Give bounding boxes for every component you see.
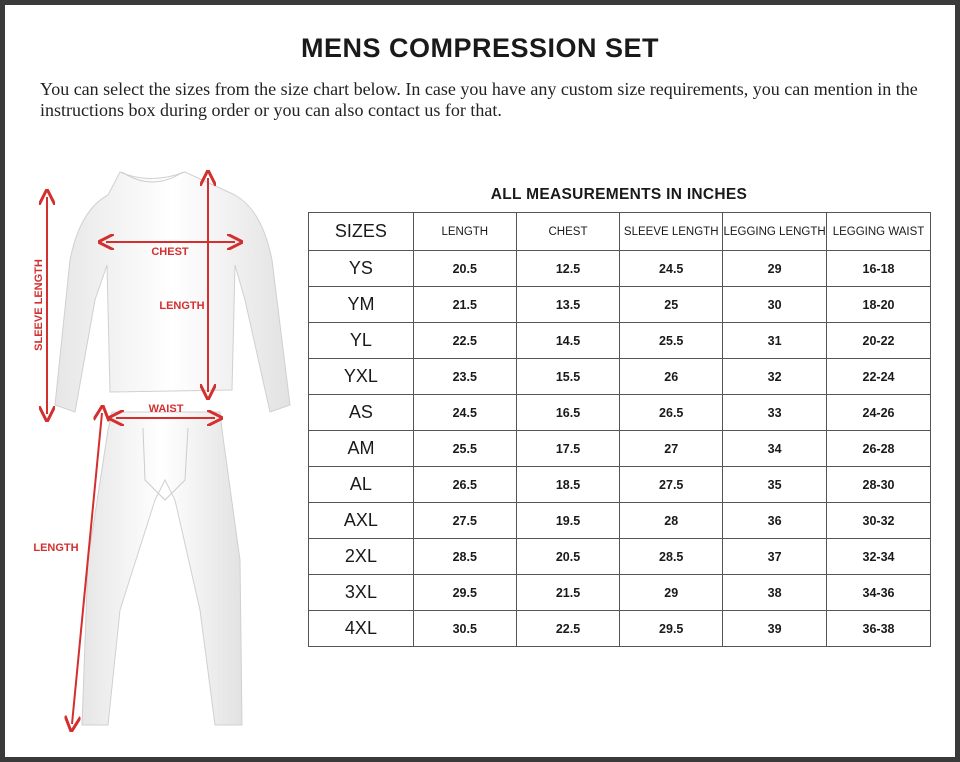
measurement-cell: 28-30 xyxy=(826,466,931,503)
table-header-row: SIZES LENGTH CHEST SLEEVE LENGTH LEGGING LEN… xyxy=(308,212,931,251)
column-header: LEGGING LENGTH xyxy=(722,212,828,251)
size-cell: YL xyxy=(308,322,414,359)
measurement-cell: 27.5 xyxy=(619,466,724,503)
measurement-cell: 32 xyxy=(722,358,828,395)
table-row: AS 24.5 16.5 26.5 33 24-26 xyxy=(308,394,931,431)
measurement-cell: 37 xyxy=(722,538,828,575)
measurement-cell: 22.5 xyxy=(515,610,621,647)
column-header: LENGTH xyxy=(412,212,517,251)
measurement-cell: 16.5 xyxy=(515,394,621,431)
measurement-cell: 33 xyxy=(722,394,828,431)
leggings-icon xyxy=(81,411,243,726)
measurement-cell: 12.5 xyxy=(515,250,621,287)
size-cell: 4XL xyxy=(308,610,414,647)
measurement-cell: 21.5 xyxy=(412,286,517,323)
measurement-cell: 25.5 xyxy=(412,430,517,467)
measurement-cell: 38 xyxy=(722,574,828,611)
measurement-cell: 18-20 xyxy=(826,286,931,323)
intro-text: You can select the sizes from the size c… xyxy=(40,79,918,120)
size-cell: YS xyxy=(308,250,414,287)
measurement-cell: 28.5 xyxy=(412,538,517,575)
measurement-cell: 26.5 xyxy=(412,466,517,503)
size-cell: AS xyxy=(308,394,414,431)
size-cell: 3XL xyxy=(308,574,414,611)
measurement-cell: 30 xyxy=(722,286,828,323)
measurement-cell: 32-34 xyxy=(826,538,931,575)
measurement-cell: 26.5 xyxy=(619,394,724,431)
table-row: AXL 27.5 19.5 28 36 30-32 xyxy=(308,502,931,539)
measurement-cell: 30-32 xyxy=(826,502,931,539)
measurement-cell: 25 xyxy=(619,286,724,323)
measurement-cell: 24.5 xyxy=(619,250,724,287)
column-header: LEGGING WAIST xyxy=(826,212,931,251)
size-cell: 2XL xyxy=(308,538,414,575)
table-row: 2XL 28.5 20.5 28.5 37 32-34 xyxy=(308,538,931,575)
measurement-cell: 36-38 xyxy=(826,610,931,647)
page-title: MENS COMPRESSION SET xyxy=(300,33,660,63)
measurement-cell: 20-22 xyxy=(826,322,931,359)
measurement-cell: 26-28 xyxy=(826,430,931,467)
measurement-cell: 28.5 xyxy=(619,538,724,575)
measurement-cell: 34-36 xyxy=(826,574,931,611)
measurement-cell: 27.5 xyxy=(412,502,517,539)
table-row: YS 20.5 12.5 24.5 29 16-18 xyxy=(308,250,931,287)
measurement-cell: 21.5 xyxy=(515,574,621,611)
measurement-cell: 18.5 xyxy=(515,466,621,503)
legging-length-arrow xyxy=(72,413,102,724)
table-row: AM 25.5 17.5 27 34 26-28 xyxy=(308,430,931,467)
measurement-cell: 19.5 xyxy=(515,502,621,539)
table-row: YM 21.5 13.5 25 30 18-20 xyxy=(308,286,931,323)
measurement-cell: 26 xyxy=(619,358,724,395)
waist-label: WAIST xyxy=(149,403,184,415)
garment-illustration: SLEEVE LENGTH CHEST LENGTH WAIST LENGTH xyxy=(33,150,291,740)
column-header: CHEST xyxy=(515,212,621,251)
column-header: SIZES xyxy=(308,212,414,251)
size-cell: YM xyxy=(308,286,414,323)
measurement-cell: 29 xyxy=(722,250,828,287)
measurement-cell: 14.5 xyxy=(515,322,621,359)
measurement-cell: 36 xyxy=(722,502,828,539)
table-row: AL 26.5 18.5 27.5 35 28-30 xyxy=(308,466,931,503)
sleeve-length-label: SLEEVE LENGTH xyxy=(33,259,45,351)
measurement-cell: 15.5 xyxy=(515,358,621,395)
legging-length-label: LENGTH xyxy=(33,542,78,554)
measurement-cell: 22-24 xyxy=(826,358,931,395)
measurement-cell: 20.5 xyxy=(412,250,517,287)
table-row: 4XL 30.5 22.5 29.5 39 36-38 xyxy=(308,610,931,647)
shirt-icon xyxy=(54,171,291,413)
measurement-cell: 20.5 xyxy=(515,538,621,575)
table-row: YL 22.5 14.5 25.5 31 20-22 xyxy=(308,322,931,359)
measurement-cell: 13.5 xyxy=(515,286,621,323)
measurement-cell: 22.5 xyxy=(412,322,517,359)
measurement-cell: 24.5 xyxy=(412,394,517,431)
table-row: YXL 23.5 15.5 26 32 22-24 xyxy=(308,358,931,395)
shirt-length-label: LENGTH xyxy=(159,300,204,312)
measurement-cell: 29.5 xyxy=(412,574,517,611)
table-row: 3XL 29.5 21.5 29 38 34-36 xyxy=(308,574,931,611)
measurement-cell: 34 xyxy=(722,430,828,467)
measurement-cell: 35 xyxy=(722,466,828,503)
measurement-cell: 30.5 xyxy=(412,610,517,647)
measurement-cell: 17.5 xyxy=(515,430,621,467)
column-header: SLEEVE LENGTH xyxy=(619,212,724,251)
measurement-cell: 24-26 xyxy=(826,394,931,431)
measurement-cell: 27 xyxy=(619,430,724,467)
measurement-cell: 39 xyxy=(722,610,828,647)
measurement-cell: 28 xyxy=(619,502,724,539)
measurement-cell: 25.5 xyxy=(619,322,724,359)
measurement-cell: 16-18 xyxy=(826,250,931,287)
size-chart-table: SIZES LENGTH CHEST SLEEVE LENGTH LEGGING LEN… xyxy=(308,212,931,647)
size-cell: AXL xyxy=(308,502,414,539)
measurement-cell: 31 xyxy=(722,322,828,359)
size-cell: YXL xyxy=(308,358,414,395)
units-note: ALL MEASUREMENTS IN INCHES xyxy=(490,186,748,203)
measurement-cell: 23.5 xyxy=(412,358,517,395)
size-cell: AM xyxy=(308,430,414,467)
measurement-cell: 29.5 xyxy=(619,610,724,647)
measurement-cell: 29 xyxy=(619,574,724,611)
size-cell: AL xyxy=(308,466,414,503)
chest-label: CHEST xyxy=(151,246,189,258)
